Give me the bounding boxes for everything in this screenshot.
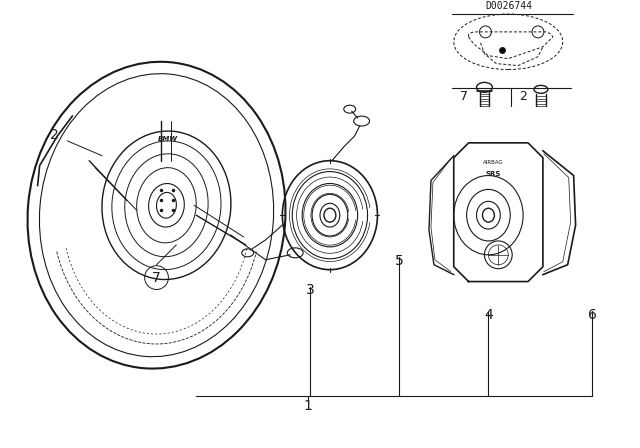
Text: 7: 7 [152, 271, 161, 284]
Text: 3: 3 [306, 284, 314, 297]
Text: 2: 2 [519, 90, 527, 103]
Text: 5: 5 [395, 254, 404, 268]
Text: SRS: SRS [486, 171, 501, 177]
Text: 7: 7 [460, 90, 468, 103]
Text: BMW: BMW [158, 136, 179, 142]
Ellipse shape [483, 208, 494, 222]
Text: 1: 1 [303, 399, 312, 414]
Ellipse shape [324, 208, 336, 222]
Text: 2: 2 [50, 128, 59, 142]
Ellipse shape [477, 82, 492, 92]
Text: 4: 4 [484, 308, 493, 322]
Text: AIRBAG: AIRBAG [483, 159, 504, 165]
Text: 6: 6 [588, 308, 597, 322]
Text: D0026744: D0026744 [486, 1, 532, 11]
Ellipse shape [534, 86, 548, 93]
